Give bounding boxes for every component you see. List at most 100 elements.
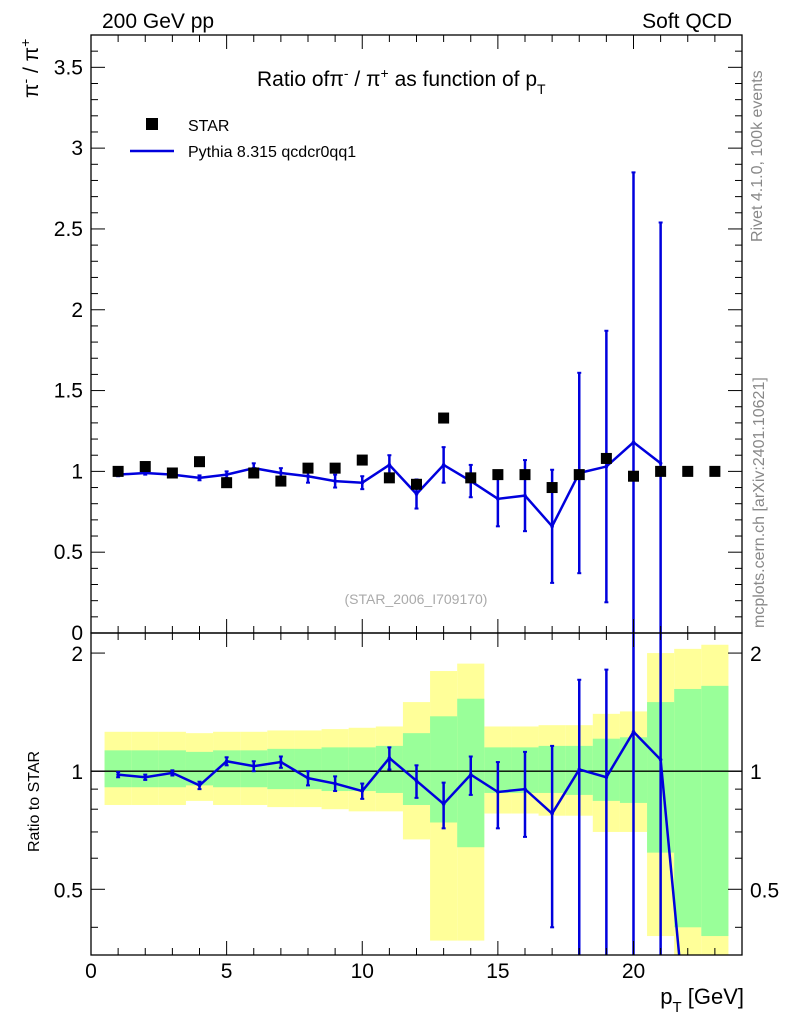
uncertainty-band-green xyxy=(701,685,729,937)
mc-point xyxy=(143,471,148,475)
main-y-tick-label: 2 xyxy=(71,299,83,322)
mc-point xyxy=(387,463,392,467)
main-title: Ratio ofπ- / π+ as function of pT xyxy=(257,65,546,97)
mc-point xyxy=(523,493,527,498)
star-data-point xyxy=(166,467,178,479)
ratio-panel: 0.5 0.51 12 20 5 10 15 20 Ratio to STAR pT [GeV… xyxy=(26,632,779,1016)
uncertainty-band-green xyxy=(674,688,702,928)
main-y-tick-label: 2.5 xyxy=(54,218,83,241)
main-ylabel: π- / π+ xyxy=(17,39,43,98)
ratio-point xyxy=(197,783,202,788)
star-data-point xyxy=(112,465,124,477)
star-data-point xyxy=(275,475,287,487)
ratio-y-tick-label-right: 0.5 xyxy=(750,879,779,902)
ratio-plot-content xyxy=(91,633,742,955)
ratio-y-tick-label-left: 1 xyxy=(71,761,83,784)
mc-point xyxy=(658,461,663,466)
mc-point xyxy=(224,472,229,477)
mc-point xyxy=(604,464,609,469)
ratio-point xyxy=(523,787,527,791)
ratio-point xyxy=(224,759,229,764)
main-y-tick-label: 0.5 xyxy=(54,541,83,564)
mc-point xyxy=(360,480,365,485)
main-y-tick-label: 1 xyxy=(71,460,83,483)
svg-text:π- / π+: π- / π+ xyxy=(17,39,43,98)
ratio-point xyxy=(333,781,337,786)
uncertainty-band-green xyxy=(131,750,159,788)
legend-pythia-label: Pythia 8.315 qcdcr0qq1 xyxy=(188,144,356,161)
star-data-point xyxy=(139,461,151,473)
ratio-point xyxy=(577,767,582,772)
ratio-point xyxy=(414,779,419,783)
mc-point xyxy=(631,440,636,445)
ratio-point xyxy=(468,772,473,777)
mc-point xyxy=(197,476,202,480)
uncertainty-band-green xyxy=(104,750,132,788)
ratio-y-tick-label-right: 1 xyxy=(750,761,762,784)
x-tick-label: 5 xyxy=(221,960,233,983)
x-tick-label: 10 xyxy=(351,960,374,983)
star-data-point xyxy=(465,472,477,484)
star-data-point xyxy=(519,469,531,481)
legend-star-label: STAR xyxy=(188,118,229,135)
star-data-point xyxy=(655,465,667,477)
star-data-point xyxy=(356,454,368,466)
ratio-axes: 0.5 0.51 12 20 5 10 15 20 xyxy=(54,633,779,983)
ratio-point xyxy=(360,789,365,793)
uncertainty-band-green xyxy=(158,750,186,788)
x-axis-label: pT [GeV] xyxy=(660,984,744,1016)
ratio-point xyxy=(631,729,636,734)
header-right: Soft QCD xyxy=(642,10,732,33)
legend: STAR Pythia 8.315 qcdcr0qq1 xyxy=(130,118,356,161)
main-y-tick-label: 1.5 xyxy=(54,380,83,403)
ratio-point xyxy=(387,756,392,760)
star-data-point xyxy=(221,477,233,489)
main-plot-content xyxy=(112,171,721,633)
mc-point xyxy=(279,471,283,475)
star-data-point xyxy=(682,465,694,477)
main-panel: 0 0.5 1 1.5 2 2.5 3 3.5 Ratio ofπ- / π+ as func… xyxy=(17,34,743,645)
star-data-point xyxy=(302,462,314,474)
ratio-point xyxy=(658,757,663,762)
ratio-point xyxy=(441,802,446,806)
ratio-point xyxy=(251,764,256,768)
main-y-tick-label: 3.5 xyxy=(54,56,83,79)
star-data-point xyxy=(600,452,612,464)
rivet-label: Rivet 4.1.0, 100k events xyxy=(749,70,766,242)
ratio-point xyxy=(496,790,500,794)
ratio-point xyxy=(279,760,283,764)
ratio-point xyxy=(143,775,148,780)
mc-point xyxy=(333,479,337,483)
x-tick-label: 0 xyxy=(85,960,97,983)
mc-point xyxy=(441,463,446,467)
ratio-point xyxy=(116,772,120,777)
x-tick-label: 20 xyxy=(622,960,645,983)
ratio-point xyxy=(306,776,310,780)
ratio-point xyxy=(550,811,554,816)
mcplots-label: mcplots.cern.ch [arXiv:2401.10621] xyxy=(751,377,768,628)
ratio-y-tick-label-left: 2 xyxy=(71,643,83,666)
star-data-point xyxy=(709,465,721,477)
main-y-tick-label: 3 xyxy=(71,137,83,160)
mc-point xyxy=(306,474,310,479)
star-data-point xyxy=(383,472,395,484)
ratio-ylabel: Ratio to STAR xyxy=(26,751,43,852)
star-data-point xyxy=(248,467,260,479)
main-axes: 0 0.5 1 1.5 2 2.5 3 3.5 xyxy=(54,34,743,645)
header-left: 200 GeV pp xyxy=(102,10,214,33)
star-data-point xyxy=(492,469,504,481)
ratio-point xyxy=(170,771,175,775)
ratio-point xyxy=(604,775,609,780)
star-data-point xyxy=(194,456,205,468)
legend-star-marker xyxy=(146,118,158,130)
ratio-line xyxy=(118,729,681,955)
star-data-point xyxy=(628,470,639,482)
star-data-point xyxy=(546,482,558,494)
star-data-point xyxy=(573,469,585,481)
analysis-watermark: (STAR_2006_I709170) xyxy=(345,591,488,607)
mc-point xyxy=(550,524,554,529)
main-y-tick-label: 0 xyxy=(71,622,83,645)
mc-point xyxy=(496,497,500,501)
star-data-point xyxy=(329,462,341,474)
